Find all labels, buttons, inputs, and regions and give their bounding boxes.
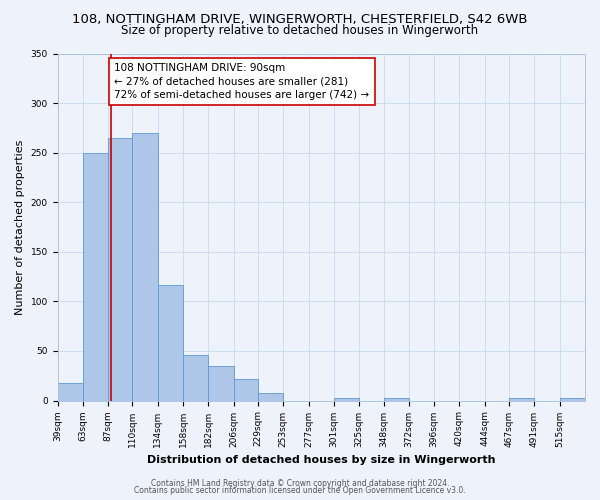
Bar — [183, 355, 208, 401]
Bar — [83, 152, 108, 400]
Text: Contains public sector information licensed under the Open Government Licence v3: Contains public sector information licen… — [134, 486, 466, 495]
Bar — [509, 398, 535, 400]
Bar — [108, 138, 133, 400]
Bar — [334, 398, 359, 400]
Text: Size of property relative to detached houses in Wingerworth: Size of property relative to detached ho… — [121, 24, 479, 37]
Text: 108 NOTTINGHAM DRIVE: 90sqm
← 27% of detached houses are smaller (281)
72% of se: 108 NOTTINGHAM DRIVE: 90sqm ← 27% of det… — [115, 64, 370, 100]
Bar — [158, 284, 183, 401]
X-axis label: Distribution of detached houses by size in Wingerworth: Distribution of detached houses by size … — [147, 455, 496, 465]
Bar — [383, 398, 409, 400]
Text: Contains HM Land Registry data © Crown copyright and database right 2024.: Contains HM Land Registry data © Crown c… — [151, 478, 449, 488]
Bar — [234, 379, 258, 400]
Bar — [133, 133, 158, 400]
Text: 108, NOTTINGHAM DRIVE, WINGERWORTH, CHESTERFIELD, S42 6WB: 108, NOTTINGHAM DRIVE, WINGERWORTH, CHES… — [72, 12, 528, 26]
Bar — [560, 398, 585, 400]
Bar — [58, 382, 83, 400]
Bar — [208, 366, 234, 400]
Bar — [258, 392, 283, 400]
Y-axis label: Number of detached properties: Number of detached properties — [15, 140, 25, 314]
